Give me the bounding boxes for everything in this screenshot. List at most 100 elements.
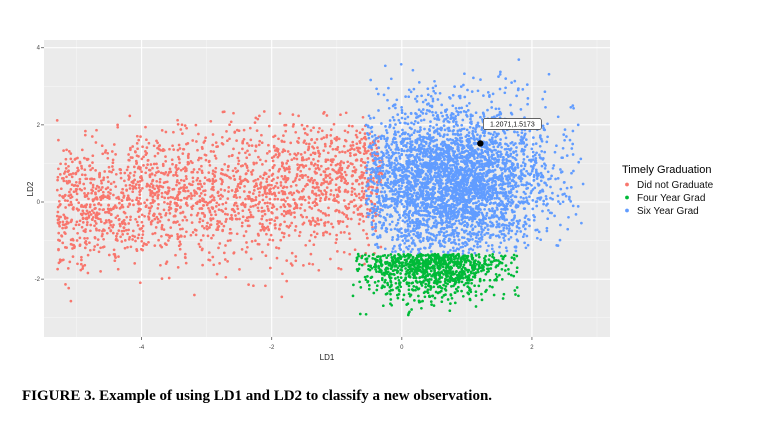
point-six-year-grad	[509, 201, 513, 204]
point-six-year-grad	[525, 143, 529, 147]
point-did-not-graduate	[185, 197, 189, 200]
point-six-year-grad	[522, 174, 526, 177]
point-did-not-graduate	[260, 141, 264, 145]
point-did-not-graduate	[201, 263, 204, 267]
point-did-not-graduate	[349, 154, 352, 158]
point-did-not-graduate	[362, 152, 366, 156]
point-six-year-grad	[467, 251, 471, 254]
point-did-not-graduate	[298, 230, 302, 234]
point-did-not-graduate	[148, 175, 152, 179]
point-did-not-graduate	[353, 187, 356, 191]
point-did-not-graduate	[172, 130, 175, 134]
point-did-not-graduate	[204, 158, 208, 162]
point-did-not-graduate	[238, 177, 242, 181]
point-did-not-graduate	[98, 208, 101, 211]
point-did-not-graduate	[84, 177, 88, 181]
point-did-not-graduate	[234, 187, 238, 191]
point-did-not-graduate	[202, 198, 205, 201]
point-did-not-graduate	[125, 215, 129, 219]
point-did-not-graduate	[83, 173, 87, 177]
point-did-not-graduate	[137, 215, 141, 219]
point-did-not-graduate	[121, 187, 124, 191]
point-did-not-graduate	[287, 191, 291, 195]
point-did-not-graduate	[343, 177, 346, 181]
point-did-not-graduate	[145, 146, 149, 149]
point-did-not-graduate	[212, 196, 216, 199]
point-did-not-graduate	[222, 251, 226, 255]
point-six-year-grad	[364, 123, 368, 127]
point-six-year-grad	[499, 241, 503, 245]
point-six-year-grad	[419, 119, 423, 122]
point-did-not-graduate	[200, 185, 204, 188]
point-did-not-graduate	[309, 153, 313, 157]
point-did-not-graduate	[250, 144, 254, 147]
point-six-year-grad	[569, 186, 573, 189]
point-six-year-grad	[460, 228, 464, 231]
point-did-not-graduate	[198, 220, 201, 224]
point-did-not-graduate	[64, 283, 67, 286]
point-six-year-grad	[393, 244, 396, 248]
point-did-not-graduate	[124, 228, 128, 232]
point-six-year-grad	[399, 177, 402, 181]
point-six-year-grad	[422, 237, 425, 240]
point-did-not-graduate	[91, 185, 95, 189]
point-did-not-graduate	[226, 197, 230, 200]
point-did-not-graduate	[160, 234, 163, 238]
point-did-not-graduate	[361, 115, 365, 119]
point-six-year-grad	[504, 136, 508, 140]
point-did-not-graduate	[294, 225, 298, 228]
point-did-not-graduate	[203, 193, 207, 197]
point-did-not-graduate	[141, 244, 145, 248]
point-six-year-grad	[540, 149, 544, 153]
point-did-not-graduate	[253, 121, 257, 124]
point-did-not-graduate	[254, 182, 258, 185]
point-did-not-graduate	[277, 191, 281, 195]
point-did-not-graduate	[248, 126, 252, 130]
point-did-not-graduate	[234, 167, 237, 170]
point-did-not-graduate	[365, 236, 369, 240]
point-six-year-grad	[497, 75, 500, 78]
point-did-not-graduate	[297, 114, 300, 118]
point-six-year-grad	[376, 190, 379, 193]
point-did-not-graduate	[242, 234, 246, 238]
point-did-not-graduate	[80, 164, 83, 168]
point-did-not-graduate	[223, 189, 227, 192]
point-did-not-graduate	[179, 128, 183, 131]
point-six-year-grad	[374, 243, 377, 247]
point-six-year-grad	[461, 245, 465, 249]
point-did-not-graduate	[99, 179, 103, 183]
point-six-year-grad	[495, 114, 499, 117]
point-did-not-graduate	[61, 195, 64, 198]
point-six-year-grad	[383, 190, 387, 193]
point-did-not-graduate	[363, 147, 367, 150]
point-did-not-graduate	[297, 166, 301, 169]
point-did-not-graduate	[177, 181, 181, 185]
point-did-not-graduate	[194, 123, 198, 127]
point-six-year-grad	[421, 112, 425, 115]
point-did-not-graduate	[125, 198, 129, 202]
point-six-year-grad	[394, 250, 397, 253]
point-did-not-graduate	[353, 248, 357, 252]
point-did-not-graduate	[334, 163, 338, 167]
point-six-year-grad	[490, 100, 493, 104]
point-six-year-grad	[444, 117, 448, 121]
point-did-not-graduate	[143, 214, 146, 218]
point-six-year-grad	[386, 206, 390, 209]
point-six-year-grad	[509, 184, 513, 188]
point-did-not-graduate	[185, 126, 188, 130]
point-did-not-graduate	[309, 129, 313, 132]
point-did-not-graduate	[69, 242, 73, 246]
point-six-year-grad	[440, 103, 444, 107]
point-did-not-graduate	[313, 224, 317, 227]
point-six-year-grad	[445, 193, 448, 196]
point-six-year-grad	[415, 231, 419, 235]
point-six-year-grad	[402, 181, 405, 184]
point-six-year-grad	[388, 189, 392, 193]
point-six-year-grad	[484, 217, 488, 220]
point-did-not-graduate	[113, 204, 117, 207]
point-six-year-grad	[371, 214, 375, 218]
point-did-not-graduate	[317, 208, 320, 212]
point-did-not-graduate	[211, 179, 215, 183]
point-did-not-graduate	[271, 165, 275, 169]
point-did-not-graduate	[142, 164, 145, 167]
